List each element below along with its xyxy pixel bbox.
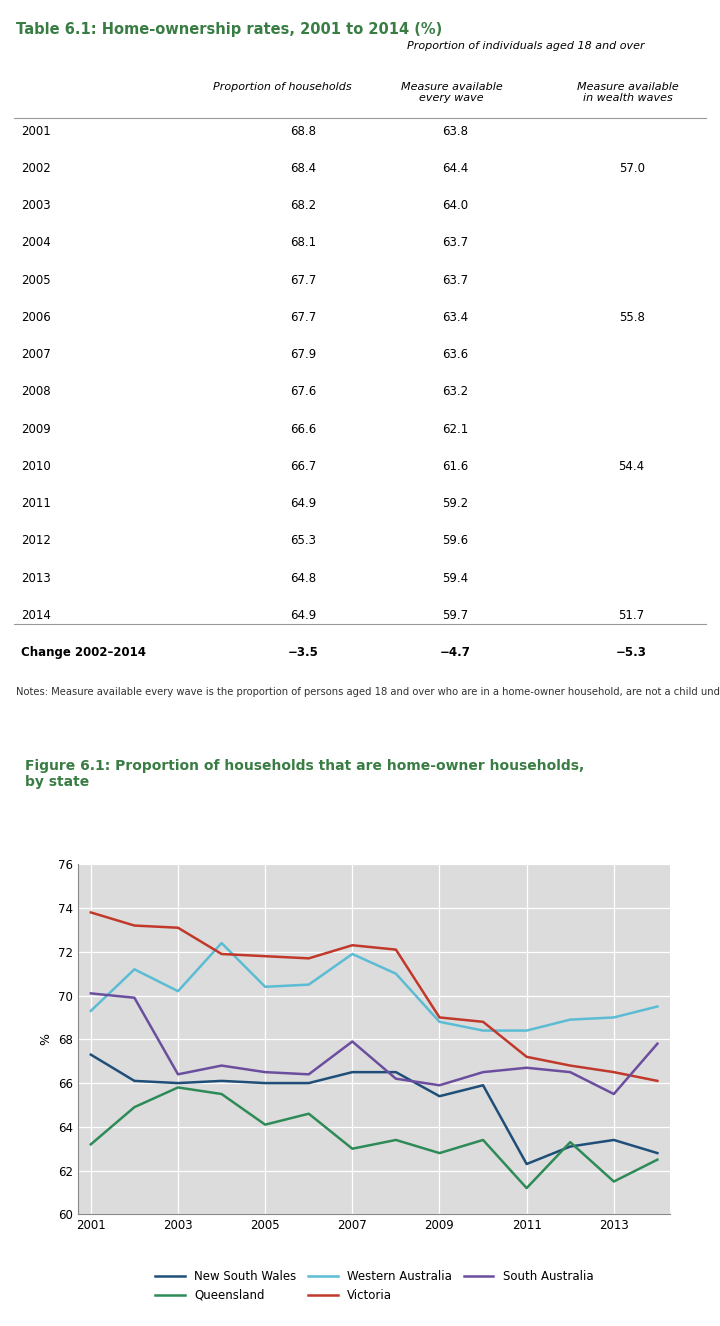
Text: 59.7: 59.7 [442, 609, 468, 622]
Text: 64.0: 64.0 [442, 199, 468, 212]
Text: 2013: 2013 [22, 572, 51, 585]
Text: 2003: 2003 [22, 199, 51, 212]
Text: 59.6: 59.6 [442, 534, 468, 548]
Text: Table 6.1: Home-ownership rates, 2001 to 2014 (%): Table 6.1: Home-ownership rates, 2001 to… [16, 23, 442, 37]
Text: −3.5: −3.5 [288, 646, 319, 659]
Text: 59.4: 59.4 [442, 572, 468, 585]
Text: Notes: Measure available every wave is the proportion of persons aged 18 and ove: Notes: Measure available every wave is t… [16, 687, 720, 697]
Text: 2002: 2002 [22, 162, 51, 175]
Text: 2008: 2008 [22, 386, 51, 398]
Text: 63.4: 63.4 [442, 310, 468, 324]
Text: 67.7: 67.7 [290, 273, 317, 286]
Text: 2005: 2005 [22, 273, 51, 286]
Text: 2010: 2010 [22, 460, 51, 473]
Text: 2014: 2014 [22, 609, 51, 622]
Text: 68.4: 68.4 [290, 162, 317, 175]
Y-axis label: %: % [40, 1033, 53, 1045]
Text: Proportion of households: Proportion of households [213, 82, 351, 91]
Text: 66.6: 66.6 [290, 423, 317, 436]
Text: 67.9: 67.9 [290, 349, 317, 361]
Text: 2009: 2009 [22, 423, 51, 436]
Text: −5.3: −5.3 [616, 646, 647, 659]
Text: 64.4: 64.4 [442, 162, 469, 175]
Legend: New South Wales, Queensland, Western Australia, Victoria, South Australia: New South Wales, Queensland, Western Aus… [150, 1265, 598, 1306]
Text: 64.9: 64.9 [290, 609, 317, 622]
Text: 66.7: 66.7 [290, 460, 317, 473]
Text: 68.1: 68.1 [290, 236, 317, 249]
Text: 64.8: 64.8 [290, 572, 317, 585]
Text: Change 2002–2014: Change 2002–2014 [22, 646, 146, 659]
Text: 68.8: 68.8 [291, 125, 317, 138]
Text: 2011: 2011 [22, 497, 51, 511]
Text: −4.7: −4.7 [440, 646, 471, 659]
Text: 2012: 2012 [22, 534, 51, 548]
Text: Measure available
in wealth waves: Measure available in wealth waves [577, 82, 679, 103]
Text: 63.8: 63.8 [442, 125, 468, 138]
Text: 54.4: 54.4 [618, 460, 644, 473]
Text: 2007: 2007 [22, 349, 51, 361]
Text: 67.6: 67.6 [290, 386, 317, 398]
Text: Figure 6.1: Proportion of households that are home-owner households,
by state: Figure 6.1: Proportion of households tha… [24, 760, 584, 789]
Text: 63.7: 63.7 [442, 236, 468, 249]
Text: 51.7: 51.7 [618, 609, 644, 622]
Text: 55.8: 55.8 [618, 310, 644, 324]
Text: 64.9: 64.9 [290, 497, 317, 511]
Text: 59.2: 59.2 [442, 497, 468, 511]
Text: 63.6: 63.6 [442, 349, 468, 361]
Text: 57.0: 57.0 [618, 162, 644, 175]
Text: 2001: 2001 [22, 125, 51, 138]
Text: 63.2: 63.2 [442, 386, 468, 398]
Text: 62.1: 62.1 [442, 423, 469, 436]
Text: 2004: 2004 [22, 236, 51, 249]
Text: 63.7: 63.7 [442, 273, 468, 286]
Text: 2006: 2006 [22, 310, 51, 324]
Text: 68.2: 68.2 [290, 199, 317, 212]
Text: 67.7: 67.7 [290, 310, 317, 324]
Text: Proportion of individuals aged 18 and over: Proportion of individuals aged 18 and ov… [407, 41, 644, 50]
Text: 65.3: 65.3 [291, 534, 317, 548]
Text: Measure available
every wave: Measure available every wave [401, 82, 503, 103]
Text: 61.6: 61.6 [442, 460, 469, 473]
